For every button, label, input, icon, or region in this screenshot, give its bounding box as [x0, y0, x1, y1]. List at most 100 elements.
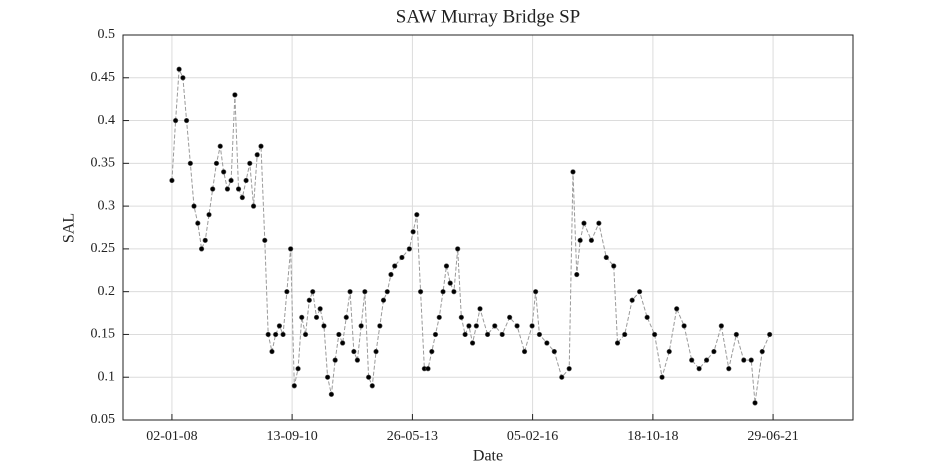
data-point: [443, 263, 450, 269]
data-point: [347, 289, 353, 295]
data-point: [574, 271, 580, 278]
data-point: [767, 331, 773, 338]
data-point: [392, 263, 398, 269]
data-point: [328, 391, 334, 397]
data-point: [280, 331, 286, 338]
data-point: [559, 374, 565, 380]
y-tick-label: 0.2: [98, 284, 116, 299]
data-point: [284, 289, 290, 295]
data-point: [198, 246, 205, 252]
data-point: [477, 306, 483, 312]
data-point: [254, 152, 260, 158]
data-point: [711, 348, 717, 355]
data-point: [588, 237, 595, 243]
data-point: [325, 374, 331, 380]
data-point: [288, 246, 294, 252]
data-point: [432, 331, 439, 338]
data-point: [603, 254, 609, 261]
data-point: [533, 289, 539, 295]
y-tick-label: 0.1: [98, 369, 116, 384]
data-point: [276, 323, 283, 329]
data-point: [232, 92, 238, 98]
data-point: [674, 306, 680, 312]
data-point: [696, 366, 702, 372]
data-point: [529, 323, 535, 329]
data-point: [243, 177, 249, 184]
data-point: [388, 271, 394, 278]
data-point: [458, 314, 464, 320]
data-point: [228, 177, 234, 184]
data-point: [351, 348, 357, 355]
data-point: [366, 374, 372, 380]
data-point: [544, 340, 550, 346]
data-point: [652, 331, 658, 338]
axes-box: [122, 34, 854, 421]
data-point: [291, 383, 297, 389]
data-point: [340, 340, 346, 346]
data-point: [492, 323, 498, 329]
data-point: [752, 400, 758, 406]
x-tick-label: 05-02-16: [507, 429, 558, 444]
data-point: [399, 254, 405, 261]
data-point: [507, 314, 513, 320]
data-point: [380, 297, 387, 303]
data-point: [536, 331, 543, 338]
y-tick-label: 0.4: [98, 113, 116, 128]
x-tick-label: 02-01-08: [146, 429, 197, 444]
data-point: [577, 237, 583, 243]
data-point: [321, 323, 327, 329]
data-point: [172, 117, 179, 124]
data-point: [759, 348, 765, 355]
data-point: [417, 289, 424, 295]
data-point: [406, 246, 412, 252]
data-point: [313, 314, 320, 320]
data-point: [299, 314, 305, 320]
data-point: [414, 212, 420, 218]
data-point: [269, 348, 275, 355]
y-tick-label: 0.5: [98, 27, 116, 42]
data-point: [176, 66, 182, 72]
data-point: [637, 289, 643, 295]
y-tick-label: 0.05: [91, 412, 116, 427]
data-point: [250, 203, 257, 209]
data-point: [521, 348, 528, 355]
data-point: [343, 314, 349, 320]
data-point: [191, 203, 197, 209]
data-point: [336, 331, 342, 338]
data-point: [447, 280, 453, 286]
data-point: [295, 366, 301, 372]
data-point: [183, 117, 190, 124]
data-point: [247, 160, 253, 166]
data-point: [484, 331, 491, 338]
data-point: [358, 323, 364, 329]
data-point: [317, 306, 323, 312]
data-point: [221, 169, 227, 175]
data-point: [202, 237, 208, 243]
data-point: [377, 323, 383, 329]
data-point: [473, 323, 479, 329]
data-point: [354, 357, 360, 363]
y-tick-label: 0.15: [91, 327, 116, 342]
data-point: [217, 143, 223, 149]
data-point: [703, 357, 710, 363]
x-tick-label: 13-09-10: [266, 429, 317, 444]
chart-title: SAW Murray Bridge SP: [396, 6, 580, 27]
data-point: [514, 323, 520, 329]
data-point: [369, 383, 375, 389]
data-point: [429, 348, 435, 355]
data-point: [614, 340, 621, 346]
data-point: [462, 331, 468, 338]
x-tick-label: 26-05-13: [387, 429, 438, 444]
data-point: [362, 289, 368, 295]
data-point: [310, 289, 316, 295]
y-tick-label: 0.25: [91, 241, 116, 256]
y-tick-label: 0.35: [91, 156, 116, 171]
data-point: [169, 177, 175, 184]
data-point: [206, 212, 212, 218]
data-point: [436, 314, 442, 320]
data-point: [551, 348, 557, 355]
data-point: [373, 348, 379, 355]
